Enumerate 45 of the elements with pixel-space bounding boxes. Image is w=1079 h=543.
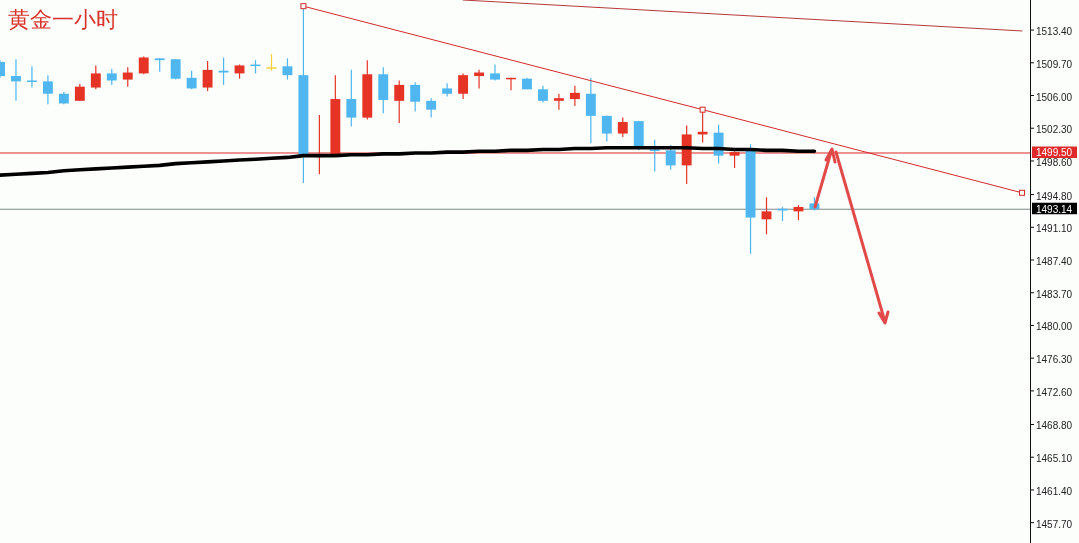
y-tick-label: 1487.40 [1036, 256, 1073, 267]
candlestick [218, 56, 229, 86]
y-tick-label: 1513.40 [1036, 26, 1073, 38]
candlestick [458, 72, 469, 100]
chart-title: 黄金一小时 [8, 7, 118, 32]
candlestick [617, 117, 628, 138]
y-tick-label: 1498.60 [1036, 156, 1073, 168]
candlestick [90, 64, 101, 90]
candlestick [11, 58, 21, 102]
y-tick-label: 1457.70 [1036, 518, 1073, 530]
candlestick [553, 93, 564, 111]
y-tick-label: 1483.70 [1036, 288, 1073, 300]
candlestick [122, 66, 133, 88]
point [300, 3, 307, 10]
candlestick [26, 65, 37, 89]
y-tick-label: 1461.40 [1036, 485, 1073, 497]
y-tick-label: 1465.10 [1036, 453, 1073, 465]
ref-line-label: 1493.14 [1036, 203, 1073, 215]
candlestick [585, 77, 596, 144]
candlestick [346, 69, 357, 128]
y-tick-label: 1472.60 [1036, 386, 1073, 398]
candlestick [42, 74, 53, 105]
y-tick-label: 1502.30 [1036, 124, 1073, 136]
candlestick [665, 144, 676, 171]
y-tick-label: 1509.70 [1036, 58, 1073, 70]
candlestick [761, 196, 772, 235]
y-tick-label: 1468.80 [1036, 420, 1073, 432]
ref-line-label: 1499.50 [1036, 147, 1073, 159]
candlestick [282, 57, 293, 81]
point [1019, 189, 1026, 196]
candlestick [186, 70, 197, 90]
candlestick [170, 58, 181, 81]
candlestick [601, 115, 612, 143]
y-tick-label: 1491.10 [1036, 223, 1073, 235]
point [699, 106, 706, 113]
candlestick [202, 60, 213, 92]
candlestick [394, 79, 405, 124]
candlestick [569, 85, 580, 107]
y-tick-label: 1476.30 [1036, 354, 1073, 366]
candlestick [649, 139, 660, 173]
y-tick-label: 1506.00 [1036, 91, 1073, 103]
y-tick-label: 1494.80 [1036, 190, 1073, 202]
candlestick [410, 81, 421, 113]
candlestick [426, 97, 437, 119]
y-tick-label: 1480.00 [1036, 321, 1073, 333]
